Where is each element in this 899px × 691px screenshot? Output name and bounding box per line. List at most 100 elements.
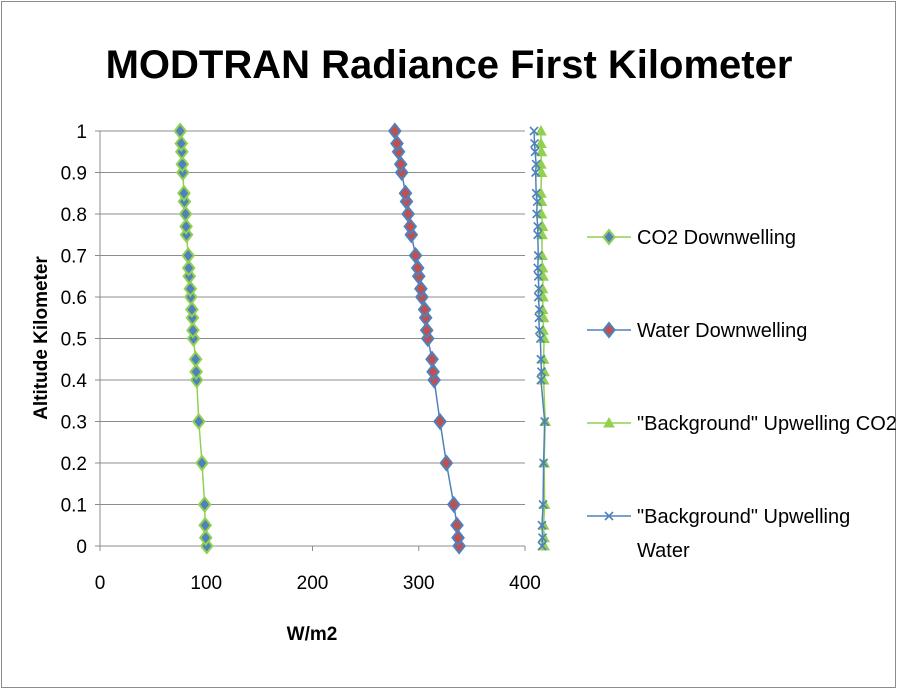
x-marker-stroke (536, 354, 546, 364)
legend-swatch-marker (603, 416, 615, 428)
data-point (537, 520, 547, 530)
data-point (535, 137, 547, 148)
data-point (197, 495, 212, 514)
x-marker-stroke (533, 230, 543, 240)
x-marker-stroke (535, 333, 545, 344)
data-point (387, 122, 402, 140)
data-point (533, 271, 543, 281)
data-point (181, 259, 196, 277)
data-point (398, 184, 413, 202)
x-marker-stroke (537, 520, 547, 530)
data-point (191, 412, 206, 431)
axes-layer (95, 130, 526, 551)
data-point (534, 325, 544, 335)
data-point (533, 230, 543, 240)
y-tick-label: 1 (76, 122, 87, 143)
legend-swatch-marker (604, 511, 614, 521)
x-marker-stroke (532, 209, 542, 219)
y-tick-label: 0.9 (61, 164, 87, 185)
x-marker-stroke (529, 126, 539, 136)
data-point (198, 516, 213, 534)
data-point (189, 363, 204, 381)
data-point (531, 159, 541, 169)
data-point (532, 196, 542, 207)
data-point (532, 209, 542, 219)
x-tick-label: 400 (509, 573, 541, 594)
data-point (531, 188, 541, 198)
x-marker-stroke (534, 313, 544, 323)
y-tick-label: 0 (76, 537, 87, 558)
x-tick-label: 200 (297, 573, 329, 594)
x-marker-stroke (533, 263, 543, 273)
data-point (413, 280, 428, 298)
data-point (390, 134, 404, 153)
x-marker-stroke (536, 375, 546, 385)
x-axis-title: W/m2 (287, 624, 338, 645)
data-point (534, 284, 544, 294)
legend-label: Water Downwelling (637, 320, 807, 342)
y-tick-label: 0.7 (61, 247, 87, 268)
data-point (537, 533, 548, 543)
data-point (533, 292, 543, 302)
series-layer (173, 122, 552, 555)
y-axis-title: Altitude Kilometer (31, 256, 52, 420)
data-point (175, 155, 190, 173)
x-marker-stroke (540, 416, 550, 427)
grid-layer (100, 130, 525, 505)
data-point (173, 122, 188, 140)
data-point (433, 412, 447, 431)
data-point (426, 363, 440, 381)
y-tick-label: 0.5 (61, 330, 87, 351)
data-point (177, 184, 191, 202)
data-point (537, 541, 547, 551)
data-point (539, 458, 549, 468)
series-2 (387, 122, 467, 555)
chart-title: MODTRAN Radiance First Kilometer (106, 43, 793, 87)
data-point (439, 454, 454, 472)
data-point (535, 333, 545, 344)
x-marker-stroke (531, 167, 541, 178)
data-point (535, 145, 548, 157)
data-point (181, 246, 196, 265)
data-point (531, 167, 541, 178)
series-4 (529, 126, 550, 551)
x-marker-stroke (530, 147, 540, 157)
data-point (403, 217, 418, 236)
data-point (534, 304, 544, 315)
data-point (529, 138, 540, 149)
x-marker-stroke (531, 188, 541, 198)
data-point (534, 313, 544, 323)
data-point (419, 321, 434, 339)
x-marker-stroke (534, 284, 544, 294)
legend-swatch-marker (602, 321, 616, 339)
data-point (540, 416, 550, 427)
x-marker-stroke (533, 221, 543, 232)
data-point (536, 354, 546, 364)
ticks-layer: 0 0.1 0.2 0.3 0.4 0.5 0.6 0.7 0.8 0.9 1 0 100 200 300 4… (61, 122, 541, 594)
data-point (174, 134, 189, 153)
x-marker-stroke (538, 499, 548, 510)
x-marker-stroke (533, 292, 543, 302)
x-tick-label: 300 (403, 573, 435, 594)
y-tick-label: 0.1 (61, 496, 87, 517)
data-point (538, 499, 548, 510)
data-point (536, 367, 547, 377)
data-point (178, 205, 193, 223)
y-tick-label: 0.8 (61, 205, 87, 226)
x-marker-stroke (537, 533, 548, 543)
data-point (535, 124, 547, 136)
y-tick-label: 0.2 (61, 454, 87, 475)
data-point (198, 529, 213, 547)
data-point (451, 529, 465, 547)
data-point (533, 221, 543, 232)
data-point (401, 205, 416, 223)
legend-swatch-marker (602, 228, 616, 246)
data-point (425, 350, 439, 368)
data-point (533, 263, 543, 273)
x-marker-stroke (539, 458, 549, 468)
data-point (393, 155, 408, 173)
x-marker-stroke (534, 304, 544, 315)
data-point (533, 250, 543, 261)
